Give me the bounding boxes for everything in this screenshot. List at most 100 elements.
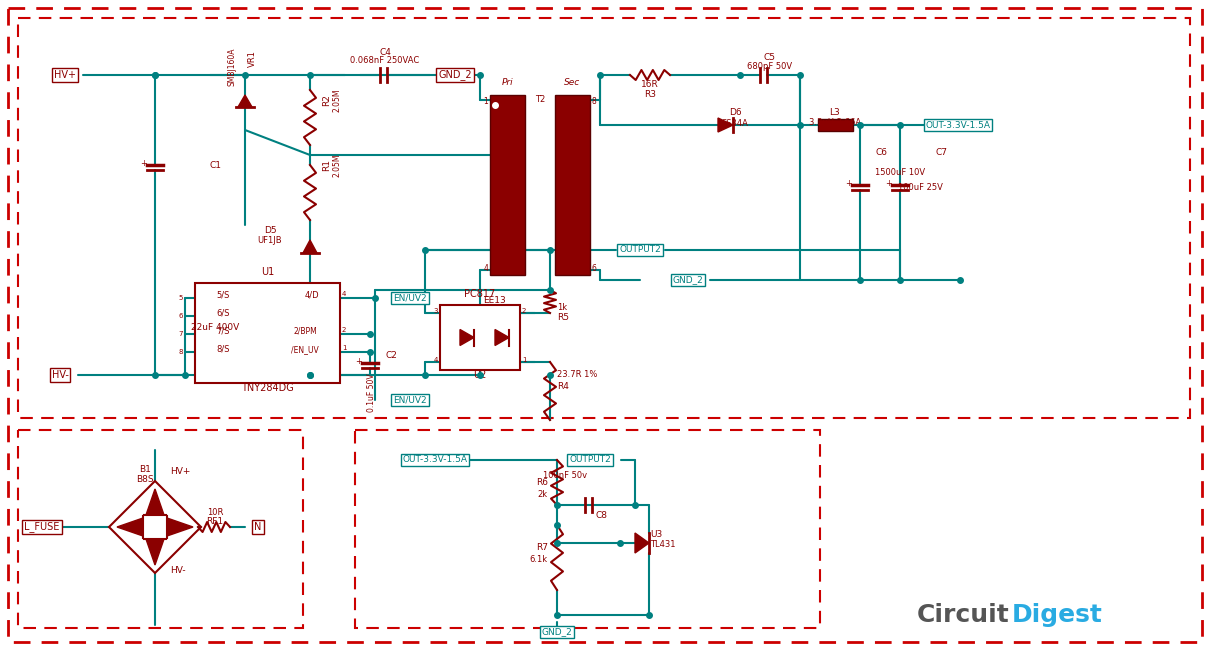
Text: 0.068nF 250VAC: 0.068nF 250VAC [351,56,420,65]
Text: R5: R5 [557,313,569,322]
Text: 2.05M: 2.05M [332,88,341,112]
Text: SS34A: SS34A [721,119,749,128]
Text: U3: U3 [650,530,662,539]
Text: 2: 2 [522,308,526,314]
Text: 1: 1 [483,97,488,106]
FancyBboxPatch shape [8,8,1202,642]
Text: 6/S: 6/S [217,309,230,318]
Text: Sec: Sec [564,78,581,87]
Text: 100uF 25V: 100uF 25V [898,183,943,192]
Text: 8/S: 8/S [217,345,230,354]
Text: VR1: VR1 [248,50,257,67]
FancyBboxPatch shape [490,95,525,275]
Text: 4/D: 4/D [305,291,319,300]
Text: +: + [140,159,148,168]
Text: C6: C6 [875,148,887,157]
Text: HV+: HV+ [54,70,76,80]
Text: 0.1uF 50V: 0.1uF 50V [368,373,376,411]
Text: C1: C1 [209,161,221,170]
Text: 16R: 16R [641,80,659,89]
Text: 1: 1 [522,357,526,363]
Text: HV-: HV- [169,566,185,575]
Text: 5/S: 5/S [217,291,230,300]
FancyBboxPatch shape [818,119,853,131]
Text: GND_2: GND_2 [542,627,572,636]
Text: EN/UV2: EN/UV2 [393,294,427,302]
Text: EE13: EE13 [484,296,506,305]
Polygon shape [302,240,317,253]
Text: 3.3uH 2.66A: 3.3uH 2.66A [809,118,862,127]
Text: 6: 6 [592,264,597,273]
Text: U1: U1 [261,267,275,277]
Text: R6: R6 [536,478,548,487]
Text: 4: 4 [342,291,346,297]
Text: +: + [356,358,363,367]
FancyBboxPatch shape [18,18,1189,418]
Text: 680pF 50V: 680pF 50V [748,62,793,71]
Text: R7: R7 [536,543,548,552]
FancyBboxPatch shape [18,430,302,628]
Polygon shape [495,330,509,346]
Text: TNY284DG: TNY284DG [241,383,294,393]
Text: 2: 2 [342,327,346,333]
Text: 6.1k: 6.1k [530,555,548,564]
Polygon shape [635,533,649,553]
Text: U2: U2 [473,370,486,380]
Text: C2: C2 [385,351,397,360]
Text: R2: R2 [322,94,332,106]
Text: 7/S: 7/S [217,327,230,336]
Polygon shape [146,489,165,515]
Text: L_FUSE: L_FUSE [24,521,59,532]
Text: R3: R3 [644,90,656,99]
Text: EN/UV2: EN/UV2 [393,395,427,404]
Text: TL431: TL431 [650,540,675,549]
Polygon shape [238,95,252,107]
Text: R1: R1 [322,159,332,171]
Text: HV-: HV- [52,370,69,380]
Text: +: + [886,179,893,188]
Text: 2k: 2k [538,490,548,499]
Polygon shape [460,330,474,346]
Text: +: + [846,179,852,188]
Text: D5: D5 [264,226,276,235]
Polygon shape [117,518,143,536]
Text: C8: C8 [595,511,607,520]
Text: C7: C7 [935,148,947,157]
Text: 4: 4 [433,357,438,363]
Text: PC817: PC817 [465,289,496,299]
Text: 4: 4 [483,264,488,273]
Text: RF1: RF1 [207,517,224,526]
Text: 22uF 400V: 22uF 400V [191,323,240,332]
Text: B8S: B8S [137,475,154,484]
Polygon shape [146,539,165,565]
Polygon shape [167,518,194,536]
Text: L3: L3 [830,108,841,117]
Text: D6: D6 [728,108,742,117]
Text: C5: C5 [764,53,776,62]
Text: 6: 6 [179,313,183,319]
Text: OUTPUT2: OUTPUT2 [620,246,661,255]
Text: GND_2: GND_2 [673,276,703,285]
Text: 2/BPM: 2/BPM [293,327,317,336]
Text: 8: 8 [179,349,183,355]
Text: OUTPUT2: OUTPUT2 [569,456,611,465]
Text: Pri: Pri [502,78,513,87]
Text: Circuit: Circuit [917,603,1010,627]
Text: HV+: HV+ [169,467,190,476]
Text: 1: 1 [342,345,346,351]
FancyBboxPatch shape [555,95,590,275]
Text: /EN_UV: /EN_UV [292,345,319,354]
Polygon shape [718,118,733,132]
Text: B1: B1 [139,465,151,474]
FancyBboxPatch shape [195,283,340,383]
Text: 8: 8 [592,97,597,106]
Text: T2: T2 [535,95,546,104]
Text: R4: R4 [557,382,569,391]
FancyBboxPatch shape [440,305,520,370]
Text: Digest: Digest [1012,603,1102,627]
Text: 7: 7 [179,331,183,337]
Text: UF1JB: UF1JB [258,236,282,245]
Text: 2.05M: 2.05M [332,153,341,177]
FancyBboxPatch shape [355,430,820,628]
Text: 1k: 1k [557,303,567,312]
